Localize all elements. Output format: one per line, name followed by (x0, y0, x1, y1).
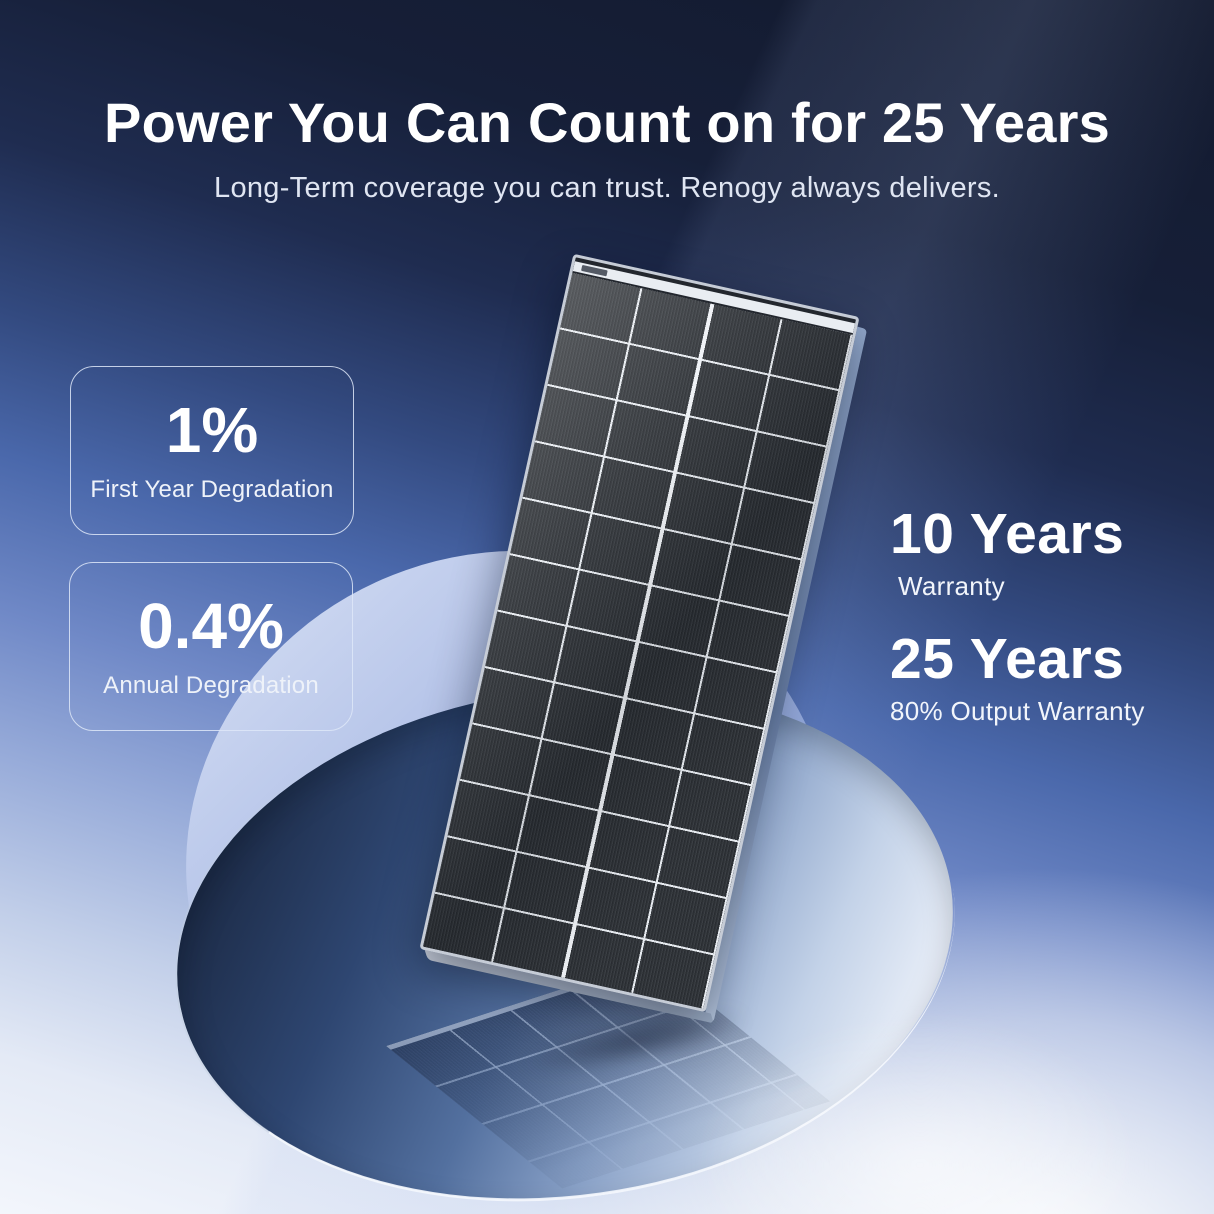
warranty-value: 10 Years (890, 502, 1125, 566)
stat-card-first-year-degradation: 1% First Year Degradation (70, 366, 354, 535)
warranty-25-years: 25 Years 80% Output Warranty (890, 626, 1145, 727)
warranty-10-years: 10 Years Warranty (890, 502, 1145, 602)
header: Power You Can Count on for 25 Years Long… (0, 92, 1214, 205)
page-title: Power You Can Count on for 25 Years (104, 91, 1110, 154)
warranty-label: 80% Output Warranty (890, 695, 1145, 726)
stat-card-annual-degradation: 0.4% Annual Degradation (69, 562, 353, 731)
warranty-block: 10 Years Warranty 25 Years 80% Output Wa… (890, 502, 1145, 727)
stat-label: First Year Degradation (90, 475, 334, 503)
page-subtitle: Long-Term coverage you can trust. Renogy… (214, 171, 1000, 204)
warranty-label: Warranty (898, 570, 1005, 601)
stat-label: Annual Degradation (103, 671, 319, 699)
warranty-value: 25 Years (890, 626, 1125, 691)
stat-value: 0.4% (138, 589, 284, 662)
stat-value: 1% (165, 393, 259, 466)
panel-brand-mark (581, 264, 608, 277)
